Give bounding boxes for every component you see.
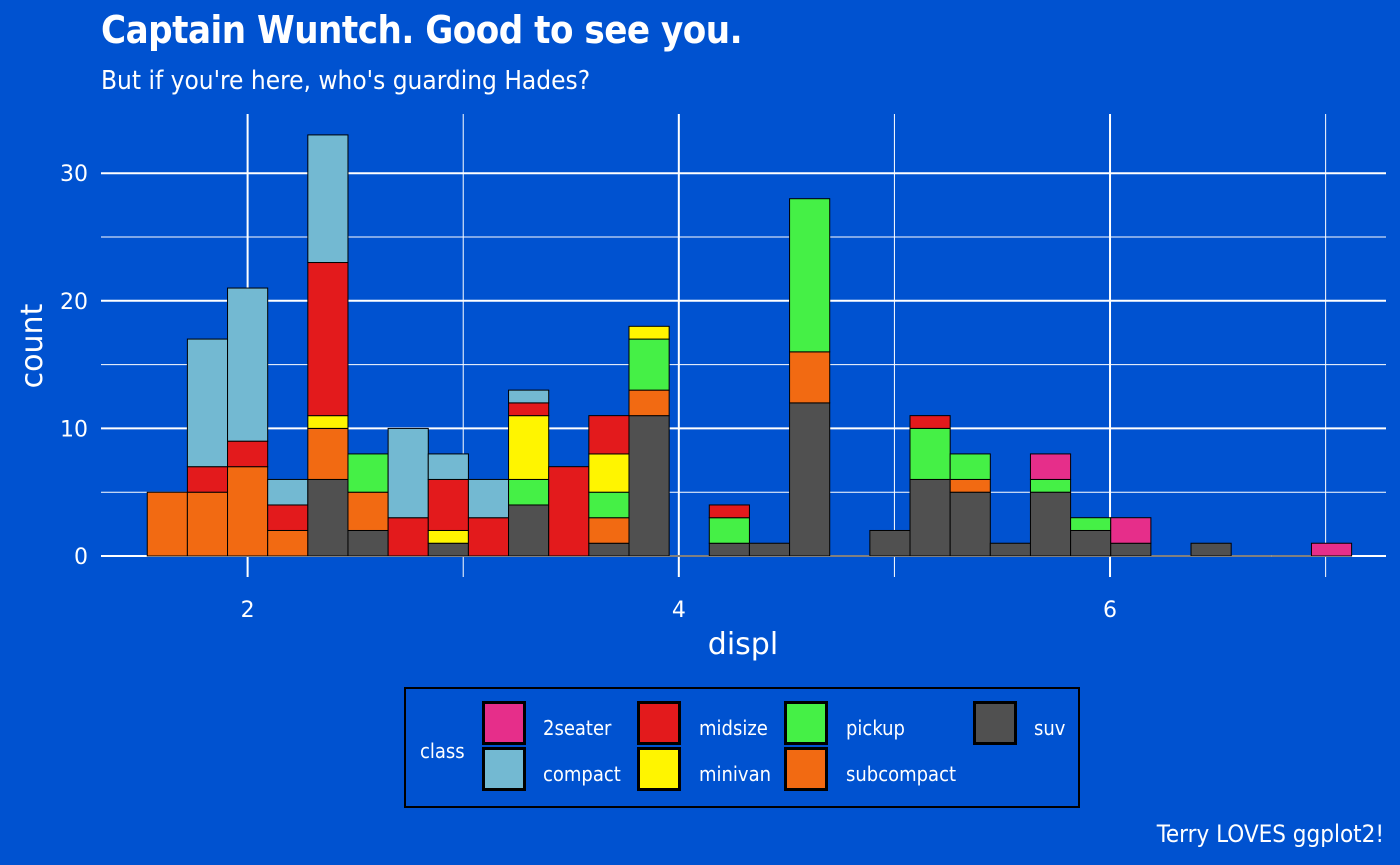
bar-segment-midsize	[307, 262, 349, 417]
bar-segment-minivan	[307, 415, 349, 429]
y-tick-label: 10	[60, 417, 88, 442]
x-tick-label: 4	[672, 598, 686, 623]
bar-segment-subcompact	[186, 491, 229, 557]
bar-segment-suv	[869, 529, 911, 557]
bar-segment-2seater	[1029, 453, 1072, 480]
bar-segment-pickup	[508, 478, 550, 506]
bar-segment-subcompact	[949, 478, 991, 493]
y-axis-label: count	[15, 303, 50, 388]
bar-segment-compact	[427, 453, 469, 480]
chart-subtitle: But if you're here, who's guarding Hades…	[101, 66, 591, 96]
bar-segment-compact	[186, 338, 229, 468]
legend-label-pickup: pickup	[846, 716, 905, 740]
bar-segment-subcompact	[227, 466, 269, 557]
legend-key-pickup	[784, 701, 828, 745]
bar-segment-compact	[508, 389, 550, 404]
bar-segment-midsize	[227, 440, 269, 468]
bar-segment-suv	[307, 478, 349, 557]
x-tick-labels: 2 4 6	[241, 598, 1117, 623]
x-axis-label: displ	[708, 627, 778, 662]
bar-segment-suv	[949, 491, 991, 557]
bar-segment-pickup	[347, 453, 389, 493]
legend-label-suv: suv	[1034, 716, 1066, 740]
bar-segment-subcompact	[628, 389, 670, 417]
bar-segment-subcompact	[146, 491, 188, 557]
bar-segment-suv	[708, 542, 750, 557]
bar-segment-minivan	[588, 453, 630, 493]
bar-segment-midsize	[267, 504, 309, 531]
legend-label-subcompact: subcompact	[846, 762, 957, 786]
legend-key-minivan	[637, 747, 681, 791]
bar-segment-suv	[1190, 542, 1232, 557]
legend-key-compact	[482, 747, 526, 791]
bar-segment-suv	[989, 542, 1031, 557]
bar-segment-pickup	[1070, 517, 1112, 531]
bar-segment-subcompact	[347, 491, 389, 531]
bar-segment-suv	[427, 542, 469, 557]
bar-segment-suv	[1110, 542, 1152, 557]
bar-segment-suv	[909, 478, 951, 557]
y-tick-label: 0	[74, 545, 88, 570]
bar-segment-pickup	[588, 491, 630, 519]
bar-segment-pickup	[909, 427, 951, 480]
bar-segment-compact	[227, 287, 269, 442]
bar-segment-compact	[307, 134, 349, 264]
bar-segment-suv	[508, 504, 550, 557]
bar-segment-subcompact	[267, 529, 309, 557]
legend-label-compact: compact	[543, 762, 621, 786]
bar-segment-pickup	[708, 517, 750, 544]
bar-segment-suv	[1070, 529, 1112, 557]
bar-segment-pickup	[1029, 478, 1072, 493]
bar-segment-suv	[628, 415, 670, 557]
bar-segment-2seater	[1110, 517, 1152, 544]
bar-segment-midsize	[427, 478, 469, 531]
chart-title: Captain Wuntch. Good to see you.	[101, 8, 743, 52]
bar-segment-minivan	[427, 529, 469, 544]
x-tick-label: 6	[1103, 598, 1117, 623]
bar-segment-2seater	[1310, 542, 1353, 557]
bar-segment-suv	[1029, 491, 1072, 557]
legend-key-2seater	[482, 701, 526, 745]
y-tick-labels: 0 10 20 30	[60, 162, 88, 570]
bar-segment-compact	[267, 478, 309, 506]
y-tick-label: 20	[60, 290, 88, 315]
y-tick-label: 30	[60, 162, 88, 187]
bar-segment-suv	[748, 542, 791, 557]
legend-key-midsize	[637, 701, 681, 745]
bars-layer	[146, 134, 1353, 557]
bar-segment-compact	[467, 478, 510, 519]
legend-label-midsize: midsize	[699, 716, 768, 740]
bar-segment-subcompact	[588, 517, 630, 544]
legend-label-2seater: 2seater	[543, 716, 612, 740]
bar-segment-midsize	[708, 504, 750, 519]
bar-segment-suv	[789, 402, 831, 557]
legend: class 2seater compact midsize minivan pickup…	[404, 687, 1080, 808]
legend-label-minivan: minivan	[699, 762, 772, 786]
bar-segment-pickup	[949, 453, 991, 480]
x-tick-label: 2	[241, 598, 255, 623]
bar-segment-subcompact	[789, 351, 831, 404]
bar-segment-minivan	[628, 325, 670, 340]
bar-segment-pickup	[789, 198, 831, 353]
legend-key-suv	[973, 701, 1017, 745]
bar-segment-midsize	[387, 517, 429, 557]
caption: Terry LOVES ggplot2!	[1156, 820, 1384, 848]
bar-segment-midsize	[508, 402, 550, 417]
bar-segment-pickup	[628, 338, 670, 391]
bar-segment-suv	[588, 542, 630, 557]
bar-segment-suv	[347, 529, 389, 557]
bar-segment-subcompact	[307, 427, 349, 480]
bar-segment-midsize	[467, 517, 510, 557]
bar-segment-midsize	[548, 466, 590, 557]
bar-segment-midsize	[909, 415, 951, 429]
legend-title: class	[420, 739, 465, 763]
bar-segment-minivan	[508, 415, 550, 480]
bar-segment-midsize	[186, 466, 229, 493]
legend-key-subcompact	[784, 747, 828, 791]
bar-segment-compact	[387, 427, 429, 519]
bar-segment-midsize	[588, 415, 630, 455]
